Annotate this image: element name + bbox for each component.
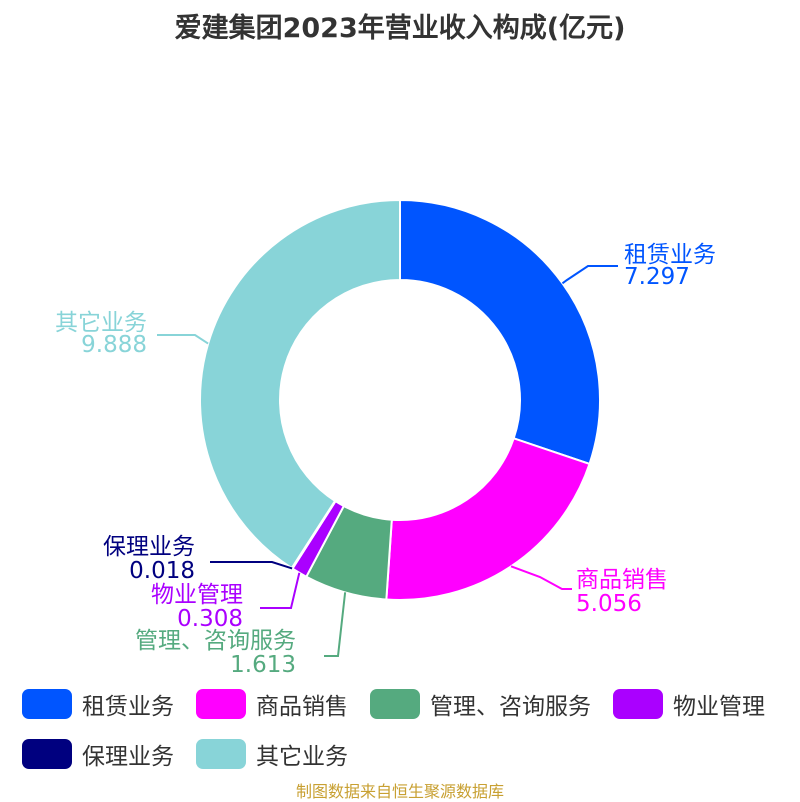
legend-label: 保理业务 xyxy=(82,744,174,770)
legend-swatch xyxy=(613,689,663,719)
leader-line-1 xyxy=(561,265,618,285)
legend-swatch xyxy=(22,689,72,719)
slice-label-5: 保理业务 xyxy=(103,534,195,560)
leader-line-2 xyxy=(510,565,572,590)
slice-value-5: 0.018 xyxy=(129,558,195,584)
legend: 租赁业务 商品销售 管理、咨询服务 物业管理保理业务 其它业务 xyxy=(22,688,792,770)
legend-label: 租赁业务 xyxy=(82,694,174,720)
leader-line-3 xyxy=(324,592,347,657)
slice-value-2: 5.056 xyxy=(576,591,642,617)
legend-swatch xyxy=(22,739,72,769)
slice-value-1: 7.297 xyxy=(624,264,690,290)
slice-label-1: 租赁业务 xyxy=(624,242,716,268)
slice-label-6: 其它业务 xyxy=(55,310,147,336)
donut-slice-2 xyxy=(385,437,591,601)
legend-label: 商品销售 xyxy=(256,694,348,720)
legend-swatch xyxy=(196,689,246,719)
chart-title: 爱建集团2023年营业收入构成(亿元) xyxy=(174,13,626,44)
donut-slices xyxy=(199,198,601,601)
legend-item-4[interactable]: 物业管理 xyxy=(613,688,765,720)
slice-label-2: 商品销售 xyxy=(576,567,668,593)
slice-value-6: 9.888 xyxy=(81,332,147,358)
leader-line-4 xyxy=(260,572,301,609)
legend-label: 物业管理 xyxy=(673,694,765,720)
legend-item-1[interactable]: 租赁业务 xyxy=(22,688,174,720)
data-source-note: 制图数据来自恒生聚源数据库 xyxy=(295,782,504,801)
legend-item-5[interactable]: 保理业务 xyxy=(22,738,174,770)
slice-value-3: 1.613 xyxy=(230,652,296,678)
slice-label-3: 管理、咨询服务 xyxy=(135,628,296,654)
legend-item-6[interactable]: 其它业务 xyxy=(196,738,348,770)
legend-label: 管理、咨询服务 xyxy=(430,694,591,720)
slice-label-4: 物业管理 xyxy=(151,582,243,608)
leader-line-5 xyxy=(210,561,293,570)
legend-swatch xyxy=(196,739,246,769)
leader-line-6 xyxy=(157,334,209,345)
donut-slice-1 xyxy=(399,198,601,466)
legend-item-2[interactable]: 商品销售 xyxy=(196,688,348,720)
donut-slice-6 xyxy=(199,198,401,570)
legend-label: 其它业务 xyxy=(256,744,348,770)
legend-item-3[interactable]: 管理、咨询服务 xyxy=(370,688,591,720)
legend-swatch xyxy=(370,689,420,719)
slice-value-4: 0.308 xyxy=(177,606,243,632)
